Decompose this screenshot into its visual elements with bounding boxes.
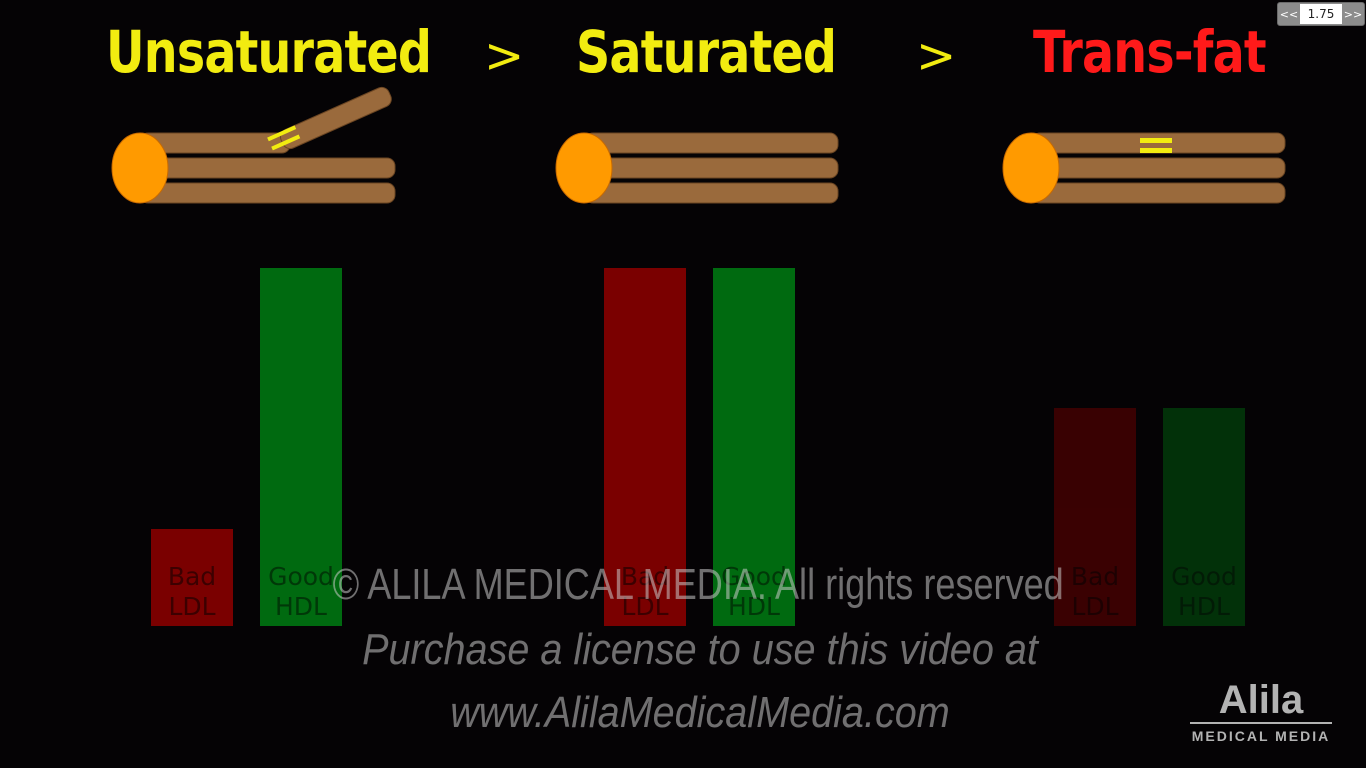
speed-value: 1.75 [1300, 4, 1342, 24]
heading-trans-fat: Trans-fat [1033, 18, 1266, 86]
speed-decrease-button[interactable]: << [1278, 3, 1300, 25]
trans-fat-molecule-illustration [1003, 133, 1285, 203]
unsaturated-molecule-illustration [112, 85, 395, 203]
saturated-molecule-illustration [556, 133, 838, 203]
heading-unsaturated: Unsaturated [106, 18, 431, 86]
fatty-acid-illustrations [0, 80, 1366, 220]
website-watermark: www.AlilaMedicalMedia.com [70, 688, 1330, 738]
logo-divider [1190, 722, 1332, 724]
copyright-watermark: © ALILA MEDICAL MEDIA. All rights reserv… [124, 560, 1272, 610]
greater-than-2: > [916, 28, 956, 84]
greater-than-1: > [484, 28, 524, 84]
heading-saturated: Saturated [576, 18, 836, 86]
speed-increase-button[interactable]: >> [1342, 3, 1364, 25]
logo-subtitle: MEDICAL MEDIA [1186, 728, 1336, 744]
logo-name: Alila [1186, 678, 1336, 722]
license-watermark: Purchase a license to use this video at [70, 625, 1330, 675]
alila-logo: Alila MEDICAL MEDIA [1186, 678, 1336, 744]
playback-speed-control: << 1.75 >> [1277, 2, 1365, 26]
